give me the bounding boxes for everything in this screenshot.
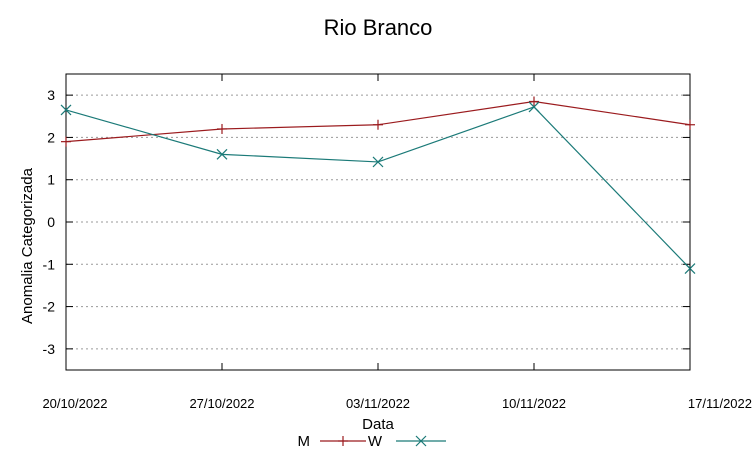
- x-tick-label: 10/11/2022: [502, 396, 566, 411]
- y-tick-label: 1: [47, 172, 55, 188]
- point-marker: [684, 263, 696, 274]
- y-tick-label: -3: [43, 341, 56, 357]
- point-marker: [528, 101, 540, 113]
- point-marker: [60, 104, 72, 116]
- x-axis-ticks: 20/10/2022 27/10/2022 03/11/2022 10/11/2022…: [42, 74, 752, 411]
- x-tick-label: 20/10/2022: [42, 396, 107, 411]
- x-axis-label: Data: [362, 416, 394, 433]
- point-marker: [415, 435, 427, 447]
- y-tick-label: 0: [47, 214, 55, 230]
- x-tick-label: 03/11/2022: [346, 396, 410, 411]
- y-axis-label: Anomalia Categorizada: [19, 167, 36, 324]
- legend-label: W: [368, 433, 383, 450]
- x-tick-label: 27/10/2022: [189, 396, 254, 411]
- series-W: [60, 101, 696, 274]
- y-tick-label: -2: [43, 299, 56, 315]
- grid-lines: [66, 94, 690, 350]
- legend-label: M: [298, 433, 311, 450]
- series-layer: [60, 96, 696, 274]
- x-tick-label: 17/11/2022: [688, 396, 752, 411]
- y-tick-label: 2: [47, 129, 55, 145]
- point-marker: [372, 156, 384, 168]
- series-M: [61, 96, 695, 147]
- point-marker: [216, 148, 228, 160]
- y-tick-label: 3: [47, 87, 55, 103]
- y-tick-label: -1: [43, 256, 56, 272]
- y-axis-ticks: 3 2 1 0 -1 -2 -3: [43, 87, 690, 357]
- chart-title: Rio Branco: [324, 15, 433, 40]
- series-line: [65, 106, 691, 269]
